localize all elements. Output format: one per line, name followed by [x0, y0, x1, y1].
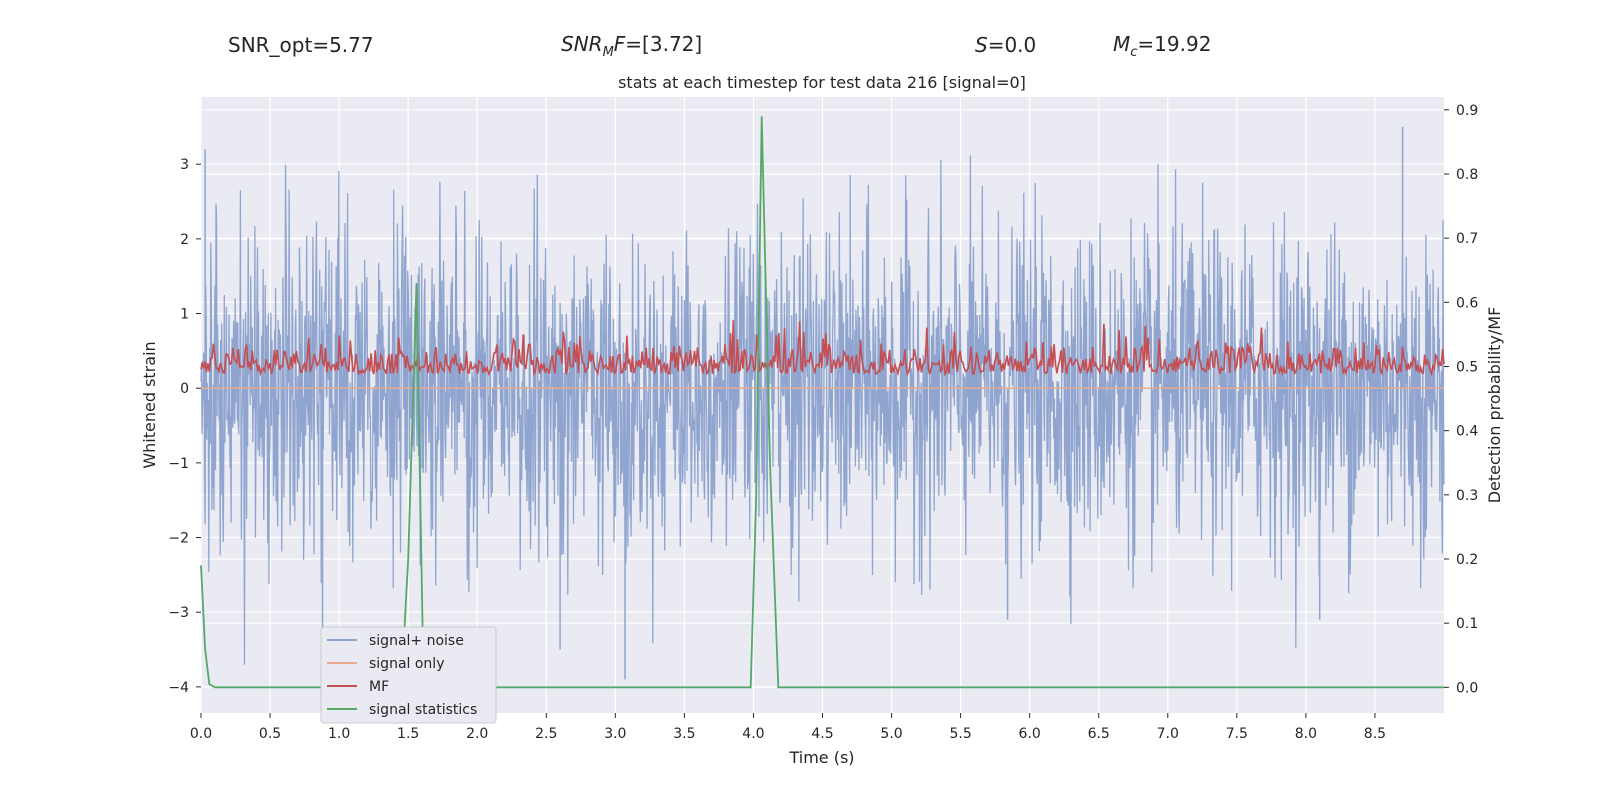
x-axis-label: Time (s): [788, 748, 854, 767]
snr-mf-value: =[3.72]: [625, 32, 702, 56]
x-tick-label: 1.0: [328, 726, 350, 742]
y2-tick-label: 0.1: [1456, 616, 1478, 632]
y-tick-label: 2: [180, 232, 189, 248]
y-tick-label: 1: [180, 307, 189, 323]
x-tick-label: 0.0: [190, 726, 212, 742]
snr-mf-main: SNR: [561, 32, 603, 56]
series-signal-plus-noise: [200, 126, 1445, 687]
y-tick-label: −1: [168, 456, 189, 472]
header-snr-mf: SNRMF=[3.72]: [561, 32, 702, 60]
y2-tick-label: 0.9: [1456, 103, 1478, 119]
legend-label-mf: MF: [369, 679, 389, 695]
y2-tick-label: 0.7: [1456, 231, 1478, 247]
y2-axis-label: Detection probability/MF: [1485, 307, 1504, 504]
header-mc: Mc=19.92: [1113, 32, 1211, 60]
snr-mf-tail: F: [614, 32, 626, 56]
axes: 0.0 0.5 1.0 1.5 2.0 2.5 3.0 3.5 4.0 4.5 5.0 5.5 6.0 6…: [168, 103, 1478, 742]
header-snr-opt: SNR_opt=5.77: [228, 33, 374, 57]
header-s: S=0.0: [975, 33, 1036, 57]
x-tick-label: 2.0: [466, 726, 488, 742]
y-tick-label: 0: [180, 381, 189, 397]
x-tick-label: 3.0: [604, 726, 626, 742]
x-tick-label: 6.5: [1088, 726, 1110, 742]
legend: signal+ noise signal only MF signal stat…: [320, 626, 497, 724]
x-tick-label: 5.0: [880, 726, 902, 742]
mc-sub: c: [1130, 45, 1137, 60]
legend-label-noise: signal+ noise: [369, 633, 464, 649]
y2-tick-label: 0.0: [1456, 680, 1478, 696]
x-tick-label: 4.0: [742, 726, 764, 742]
x-tick-label: 3.5: [673, 726, 695, 742]
series-mf: [200, 320, 1445, 377]
y2-tick-label: 0.5: [1456, 360, 1478, 376]
x-tick-label: 7.0: [1157, 726, 1179, 742]
y-axis-label: Whitened strain: [140, 341, 159, 468]
y2-tick-label: 0.6: [1456, 295, 1478, 311]
y2-tick-label: 0.2: [1456, 552, 1478, 568]
y-tick-label: 3: [180, 157, 189, 173]
y-tick-label: −3: [168, 605, 189, 621]
mc-value: =19.92: [1137, 32, 1211, 56]
chart-title: stats at each timestep for test data 216…: [618, 73, 1026, 92]
legend-label-stat: signal statistics: [369, 702, 477, 718]
mc-var: M: [1113, 32, 1130, 56]
x-tick-label: 4.5: [811, 726, 833, 742]
x-tick-label: 8.0: [1295, 726, 1317, 742]
y2-tick-label: 0.4: [1456, 424, 1478, 440]
x-tick-label: 7.5: [1226, 726, 1248, 742]
x-tick-label: 6.0: [1019, 726, 1041, 742]
mf-line: [200, 320, 1445, 377]
x-tick-label: 5.5: [949, 726, 971, 742]
noise-line: [200, 155, 1445, 665]
y2-tick-label: 0.3: [1456, 488, 1478, 504]
y-tick-label: −2: [168, 531, 189, 547]
snr-mf-sub: M: [603, 45, 614, 60]
x-tick-label: 8.5: [1364, 726, 1386, 742]
y2-tick-label: 0.8: [1456, 167, 1478, 183]
y-tick-label: −4: [168, 680, 189, 696]
x-tick-label: 1.5: [397, 726, 419, 742]
x-tick-label: 0.5: [259, 726, 281, 742]
x-tick-label: 2.5: [535, 726, 557, 742]
s-value: =0.0: [988, 33, 1037, 57]
s-var: S: [975, 33, 988, 57]
legend-box: [320, 626, 497, 724]
legend-label-signal-only: signal only: [369, 656, 444, 672]
